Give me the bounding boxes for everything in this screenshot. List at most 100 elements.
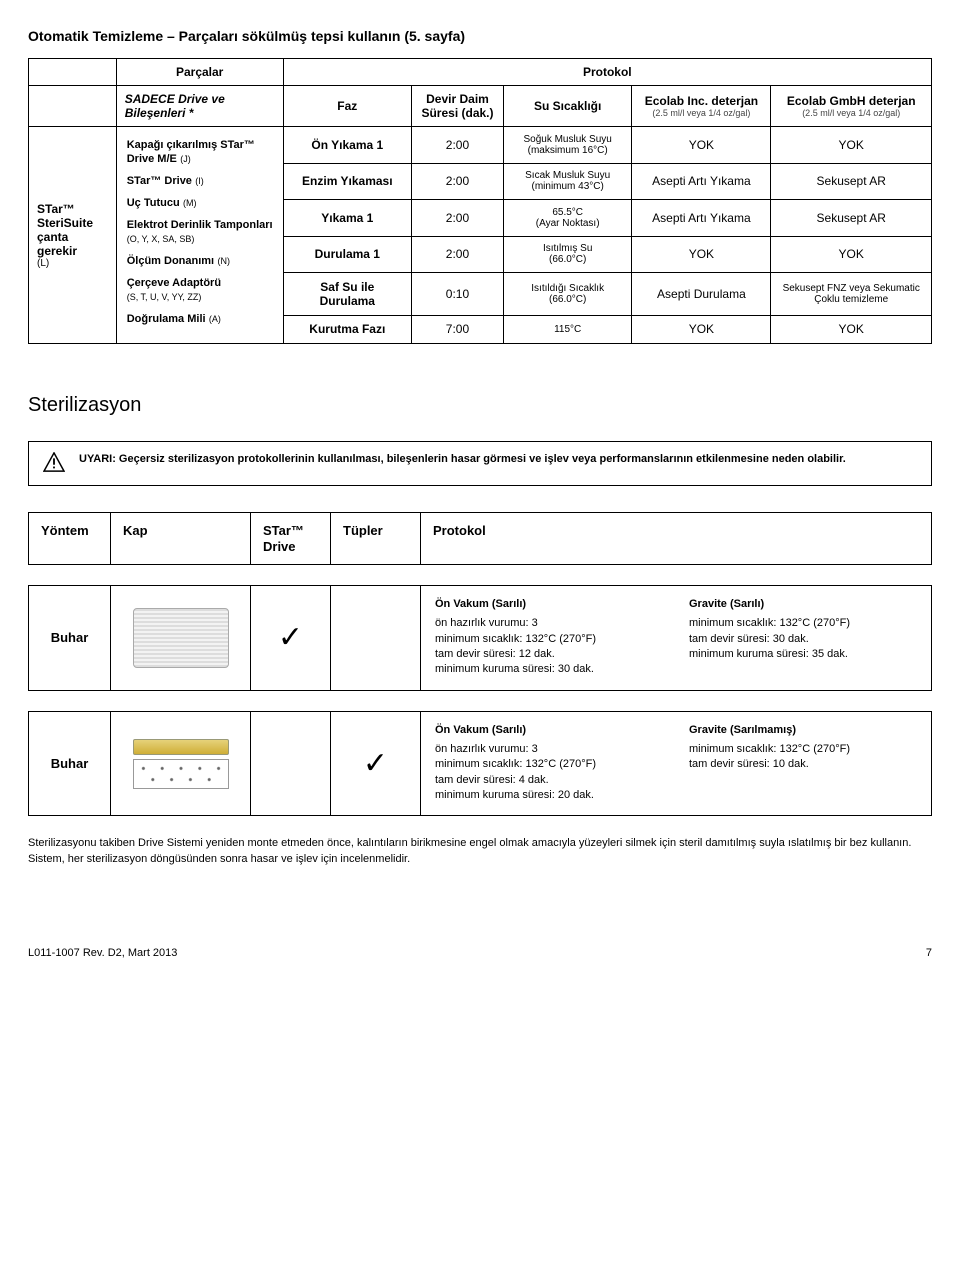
method-protocol: Ön Vakum (Sarılı) ön hazırlık vurumu: 3m… bbox=[421, 712, 931, 816]
page-footer: L011-1007 Rev. D2, Mart 2013 7 bbox=[28, 947, 932, 959]
su-b: (66.0°C) bbox=[512, 294, 623, 305]
devir-cell: 2:00 bbox=[411, 163, 503, 200]
method-name: Buhar bbox=[29, 586, 111, 690]
tray2-icon bbox=[133, 739, 229, 789]
parts-list: Kapağı çıkarılmış STar™ Drive M/E (J) ST… bbox=[116, 127, 283, 344]
devir-cell: 2:00 bbox=[411, 236, 503, 273]
col-ecolab-gmbh: Ecolab GmbH deterjan (2.5 ml/l veya 1/4 … bbox=[771, 86, 932, 127]
method-empty bbox=[331, 586, 421, 690]
su-a: 65.5°C bbox=[512, 207, 623, 218]
parts-item-code: (A) bbox=[209, 314, 221, 324]
col-devir: Devir Daim Süresi (dak.) bbox=[411, 86, 503, 127]
tray-icon bbox=[133, 608, 229, 668]
faz-cell: Yıkama 1 bbox=[283, 200, 411, 237]
su-cell: Sıcak Musluk Suyu(minimum 43°C) bbox=[503, 163, 631, 200]
footer-right: 7 bbox=[926, 947, 932, 959]
parts-item-code: (J) bbox=[180, 154, 191, 164]
parts-item: Elektrot Derinlik Tamponları(O, Y, X, SA… bbox=[127, 217, 273, 245]
devir-cell: 0:10 bbox=[411, 273, 503, 316]
sterilization-header: Yöntem Kap STar™ Drive Tüpler Protokol bbox=[28, 512, 932, 565]
su-cell: 115°C bbox=[503, 315, 631, 343]
d1-cell: Asepti Artı Yıkama bbox=[632, 200, 771, 237]
d1-cell: Asepti Artı Yıkama bbox=[632, 163, 771, 200]
su-b: (minimum 43°C) bbox=[512, 181, 623, 192]
su-b: (maksimum 16°C) bbox=[512, 145, 623, 156]
protocol-table: Parçalar Protokol SADECE Drive ve Bileşe… bbox=[28, 58, 932, 344]
table-row: STar™ SteriSuite çanta gerekir (L) Kapağ… bbox=[29, 127, 932, 164]
parts-only-drive: SADECE Drive ve Bileşenleri * bbox=[116, 86, 283, 127]
faz-cell: Enzim Yıkaması bbox=[283, 163, 411, 200]
su-a: Sıcak Musluk Suyu bbox=[512, 170, 623, 181]
ecolab-gmbh-sub: (2.5 ml/l veya 1/4 oz/gal) bbox=[779, 108, 923, 118]
col-faz: Faz bbox=[283, 86, 411, 127]
su-a: Soğuk Musluk Suyu bbox=[512, 134, 623, 145]
sh-protokol: Protokol bbox=[421, 513, 931, 564]
parts-item: Çerçeve Adaptörü (S, T, U, V, YY, ZZ) bbox=[127, 275, 273, 303]
method-block: Buhar ✓ Ön Vakum (Sarılı) ön hazırlık vu… bbox=[28, 585, 932, 691]
footer-left: L011-1007 Rev. D2, Mart 2013 bbox=[28, 947, 177, 959]
proto-left-title: Ön Vakum (Sarılı) bbox=[435, 598, 663, 610]
d2-cell: Sekusept AR bbox=[771, 200, 932, 237]
parts-item-code: (O, Y, X, SA, SB) bbox=[127, 234, 195, 244]
proto-left-title: Ön Vakum (Sarılı) bbox=[435, 724, 663, 736]
leftbox-l3: çanta bbox=[37, 230, 108, 244]
su-a: Isıtılmış Su bbox=[512, 243, 623, 254]
su-cell: Soğuk Musluk Suyu(maksimum 16°C) bbox=[503, 127, 631, 164]
method-empty bbox=[251, 712, 331, 816]
proto-left-lines: ön hazırlık vurumu: 3minimum sıcaklık: 1… bbox=[435, 742, 663, 804]
parts-item-label: STar™ Drive bbox=[127, 175, 192, 187]
left-stare-box: STar™ SteriSuite çanta gerekir (L) bbox=[29, 127, 117, 344]
ecolab-gmbh-label: Ecolab GmbH deterjan bbox=[779, 94, 923, 108]
method-block: Buhar ✓ Ön Vakum (Sarılı) ön hazırlık vu… bbox=[28, 711, 932, 817]
warning-text: UYARI: Geçersiz sterilizasyon protokolle… bbox=[79, 452, 846, 467]
leftbox-l4: gerekir bbox=[37, 244, 108, 258]
parts-item: Uç Tutucu (M) bbox=[127, 195, 273, 209]
leftbox-l2: SteriSuite bbox=[37, 216, 108, 230]
after-note: Sterilizasyonu takiben Drive Sistemi yen… bbox=[28, 836, 932, 867]
su-cell: 65.5°C(Ayar Noktası) bbox=[503, 200, 631, 237]
parts-item: Ölçüm Donanımı (N) bbox=[127, 253, 273, 267]
page-title: Otomatik Temizleme – Parçaları sökülmüş … bbox=[28, 28, 932, 44]
method-protocol: Ön Vakum (Sarılı) ön hazırlık vurumu: 3m… bbox=[421, 586, 931, 690]
header-protokol: Protokol bbox=[283, 59, 931, 86]
su-b: (66.0°C) bbox=[512, 254, 623, 265]
warning-icon bbox=[43, 452, 65, 475]
proto-left-lines: ön hazırlık vurumu: 3minimum sıcaklık: 1… bbox=[435, 616, 663, 678]
parts-item-code: (N) bbox=[217, 256, 230, 266]
d1-cell: YOK bbox=[632, 127, 771, 164]
method-check: ✓ bbox=[251, 586, 331, 690]
method-image bbox=[111, 586, 251, 690]
method-check: ✓ bbox=[331, 712, 421, 816]
col-su: Su Sıcaklığı bbox=[503, 86, 631, 127]
sh-method: Yöntem bbox=[29, 513, 111, 564]
parts-item-code: (S, T, U, V, YY, ZZ) bbox=[127, 292, 202, 302]
faz-cell: Saf Su ile Durulama bbox=[283, 273, 411, 316]
su-a: Isıtıldığı Sıcaklık bbox=[512, 283, 623, 294]
d2-cell: Sekusept FNZ veya Sekumatic Çoklu temizl… bbox=[771, 273, 932, 316]
su-cell: Isıtıldığı Sıcaklık(66.0°C) bbox=[503, 273, 631, 316]
proto-right-title: Gravite (Sarılmamış) bbox=[689, 724, 917, 736]
proto-right-lines: minimum sıcaklık: 132°C (270°F)tam devir… bbox=[689, 616, 917, 662]
proto-right-lines: minimum sıcaklık: 132°C (270°F)tam devir… bbox=[689, 742, 917, 773]
d2-cell: Sekusept AR bbox=[771, 163, 932, 200]
parts-item: STar™ Drive (I) bbox=[127, 173, 273, 187]
su-b: (Ayar Noktası) bbox=[512, 218, 623, 229]
sh-kap: Kap bbox=[111, 513, 251, 564]
leftbox-l1: STar™ bbox=[37, 202, 108, 216]
d2-cell: YOK bbox=[771, 127, 932, 164]
sh-drive: STar™ Drive bbox=[251, 513, 331, 564]
parts-item-label: Kapağı çıkarılmış STar™ Drive M/E bbox=[127, 139, 255, 165]
parts-item-label: Doğrulama Mili bbox=[127, 313, 206, 325]
d2-cell: YOK bbox=[771, 315, 932, 343]
d1-cell: YOK bbox=[632, 315, 771, 343]
header-parts: Parçalar bbox=[116, 59, 283, 86]
devir-cell: 2:00 bbox=[411, 127, 503, 164]
parts-item-label: Çerçeve Adaptörü bbox=[127, 277, 221, 289]
method-name: Buhar bbox=[29, 712, 111, 816]
su-a: 115°C bbox=[512, 324, 623, 335]
faz-cell: Kurutma Fazı bbox=[283, 315, 411, 343]
warning-box: UYARI: Geçersiz sterilizasyon protokolle… bbox=[28, 441, 932, 486]
proto-right-title: Gravite (Sarılı) bbox=[689, 598, 917, 610]
section-title: Sterilizasyon bbox=[28, 394, 932, 417]
col-ecolab-inc: Ecolab Inc. deterjan (2.5 ml/l veya 1/4 … bbox=[632, 86, 771, 127]
